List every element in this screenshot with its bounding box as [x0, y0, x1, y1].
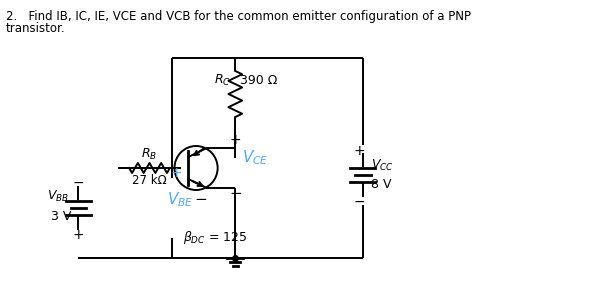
Text: $V_{BB}$: $V_{BB}$: [47, 188, 69, 204]
Text: $V_{CC}$: $V_{CC}$: [371, 158, 393, 172]
Text: −: −: [229, 185, 242, 201]
Text: $\beta_{DC}$ = 125: $\beta_{DC}$ = 125: [183, 229, 248, 247]
Text: −: −: [194, 192, 207, 208]
Text: transistor.: transistor.: [6, 22, 66, 35]
Text: 3 V: 3 V: [51, 209, 72, 222]
Text: +: +: [171, 166, 182, 180]
Text: $R_C$: $R_C$: [213, 72, 230, 88]
Text: −: −: [354, 195, 366, 209]
Text: −: −: [73, 176, 85, 190]
Text: +: +: [73, 228, 85, 242]
Text: 2.   Find IB, IC, IE, VCE and VCB for the common emitter configuration of a PNP: 2. Find IB, IC, IE, VCE and VCB for the …: [6, 10, 471, 23]
Text: $R_B$: $R_B$: [141, 146, 157, 161]
Text: 27 kΩ: 27 kΩ: [132, 174, 167, 187]
Text: $V_{CE}$: $V_{CE}$: [242, 149, 269, 167]
Text: 8 V: 8 V: [371, 178, 391, 191]
Text: +: +: [229, 133, 241, 147]
Text: 390 Ω: 390 Ω: [240, 74, 278, 86]
Text: $V_{BE}$: $V_{BE}$: [167, 191, 193, 209]
Text: +: +: [354, 144, 366, 158]
